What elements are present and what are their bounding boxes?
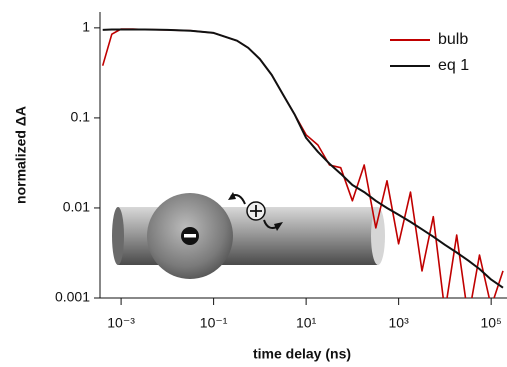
y-tick-label: 0.1	[71, 109, 91, 125]
plot-area	[101, 28, 504, 298]
x-tick-label: 10³	[389, 315, 410, 331]
y-tick-label: 0.001	[55, 289, 90, 305]
y-axis-label: normalized ΔA	[13, 106, 29, 204]
legend-label: bulb	[438, 31, 468, 48]
inset-illustration	[112, 192, 385, 279]
legend-label: eq 1	[438, 57, 469, 74]
y-tick-label: 0.01	[63, 199, 90, 215]
series-line	[102, 28, 504, 289]
x-tick-label: 10⁻³	[107, 315, 135, 331]
x-tick-label: 10⁻¹	[200, 315, 228, 331]
y-tick-label: 1	[82, 19, 90, 35]
x-tick-label: 10⁵	[480, 315, 501, 331]
x-tick-label: 10¹	[296, 315, 317, 331]
x-axis-label: time delay (ns)	[253, 346, 351, 362]
